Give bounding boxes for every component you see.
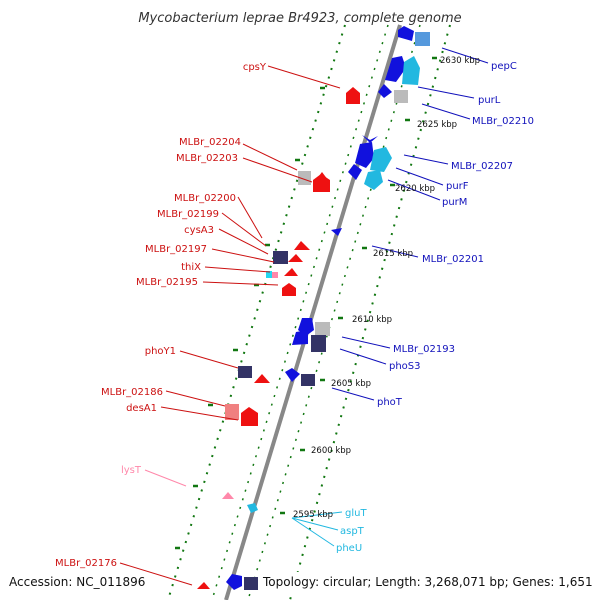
phoY1-feature[interactable] [238,366,252,378]
tick-labels: 2630 kbp 2625 kbp 2620 kbp 2615 kbp 2610… [293,56,480,520]
trna-leader-lines [291,511,343,547]
gene-label[interactable]: MLBr_02210 [472,116,534,127]
gene-label[interactable]: MLBr_02176 [55,558,117,569]
gene-label[interactable]: MLBr_02204 [179,137,241,148]
forward-strand-features [226,26,430,590]
inner-right-track [247,24,421,600]
left-tick-marks [175,86,325,550]
inner-left-track [211,24,389,600]
MLBr_02200-feature[interactable] [316,172,328,180]
gene-label[interactable]: MLBr_02200 [174,193,236,204]
left-leader-lines [119,65,341,586]
purM-blue[interactable] [348,164,362,180]
gene-label[interactable]: MLBr_02195 [136,277,198,288]
phoS3-blue[interactable] [292,330,308,345]
left-gene-labels: cpsY MLBr_02204 MLBr_02203 MLBr_02200 ML… [55,62,267,569]
outer-right-track [289,24,451,600]
gene-label[interactable]: phoS3 [389,361,421,372]
MLBr_02176-feature[interactable] [197,582,210,589]
gene-label[interactable]: MLBr_02203 [176,153,238,164]
gene-label[interactable]: lysT [121,465,142,476]
gene-label[interactable]: phoT [377,397,403,408]
right-tick-marks [280,56,437,515]
purL-feature[interactable] [402,56,420,85]
gene-label[interactable]: pheU [336,543,362,554]
accession-text: Accession: NC_011896 [9,575,145,589]
MLBr_02186-feature[interactable] [225,404,239,420]
gene-label[interactable]: MLBr_02199 [157,209,219,220]
gene-label[interactable]: purF [446,181,469,192]
gene-label[interactable]: MLBr_02201 [422,254,484,265]
reverse-strand-features [197,87,360,589]
gene-label[interactable]: pepC [491,61,517,72]
tick-label: 2625 kbp [417,120,457,130]
right-leader-lines [331,47,489,401]
lysT-leader-line [144,469,187,487]
gene-label[interactable]: purL [478,95,501,106]
genome-summary-text: Topology: circular; Length: 3,268,071 bp… [262,575,593,589]
pepC-feature[interactable] [415,32,430,46]
tick-label: 2600 kbp [311,446,351,456]
tick-label: 2620 kbp [395,184,435,194]
gene-label[interactable]: MLBr_02186 [101,387,163,398]
gene-label[interactable]: thiX [181,262,201,273]
MLBr_02197-feature[interactable] [288,254,303,262]
purF-feature[interactable] [370,147,392,172]
lysT-feature[interactable] [222,492,234,499]
gene-label[interactable]: phoY1 [145,346,176,357]
tick-label: 2615 kbp [373,249,413,259]
MLBr_02199-feature[interactable] [294,241,310,250]
purL-arrow[interactable] [378,84,392,98]
phoT-feature[interactable] [301,374,315,386]
gene-label[interactable]: MLBr_02207 [451,161,513,172]
tick-label: 2595 kbp [293,510,333,520]
bottom-navy-feature[interactable] [244,577,258,590]
phoT-blue[interactable] [285,368,300,382]
gene-label[interactable]: cpsY [243,62,267,73]
right-gene-labels: pepC purL MLBr_02210 MLBr_02207 purF pur… [336,61,534,554]
outer-left-track [167,24,346,600]
MLBr_02207-arrow-top[interactable] [362,135,378,143]
MLBr_02204-feature[interactable] [298,171,311,185]
MLBr_02210-feature[interactable] [394,90,408,103]
purL-blue-feature[interactable] [385,56,406,82]
MLBr_02201-feature[interactable] [331,228,342,236]
thiX-cyan-box[interactable] [266,271,272,278]
thiX-feature[interactable] [284,268,298,276]
gene-label[interactable]: desA1 [126,403,157,414]
tick-label: 2605 kbp [331,379,371,389]
gene-label[interactable]: gluT [345,508,367,519]
tick-label: 2630 kbp [440,56,480,66]
phoY1-arrow[interactable] [254,374,270,383]
thiX-pink-box[interactable] [272,272,278,278]
MLBr_02207-feature[interactable] [355,142,374,168]
MLBr_02193-feature[interactable] [315,322,330,336]
bottom-blue-feature[interactable] [226,574,242,590]
gene-label[interactable]: purM [442,197,467,208]
map-title: Mycobacterium leprae Br4923, complete ge… [138,11,461,26]
MLBr_02195-feature[interactable] [282,283,296,296]
tick-label: 2610 kbp [352,315,392,325]
gene-label[interactable]: MLBr_02193 [393,344,455,355]
phoS3-feature[interactable] [311,335,326,352]
purM-feature[interactable] [364,170,383,190]
footer-right-bg [258,572,598,592]
pepC-dark-feature[interactable] [398,26,414,41]
gene-label[interactable]: cysA3 [184,225,214,236]
gene-label[interactable]: aspT [340,526,365,537]
gluT-feature[interactable] [247,503,258,513]
cysA3-feature[interactable] [273,251,288,264]
cpsY-feature[interactable] [346,87,360,104]
footer-left-bg [6,572,146,592]
gene-label[interactable]: MLBr_02197 [145,244,207,255]
desA1-feature[interactable] [241,407,258,426]
